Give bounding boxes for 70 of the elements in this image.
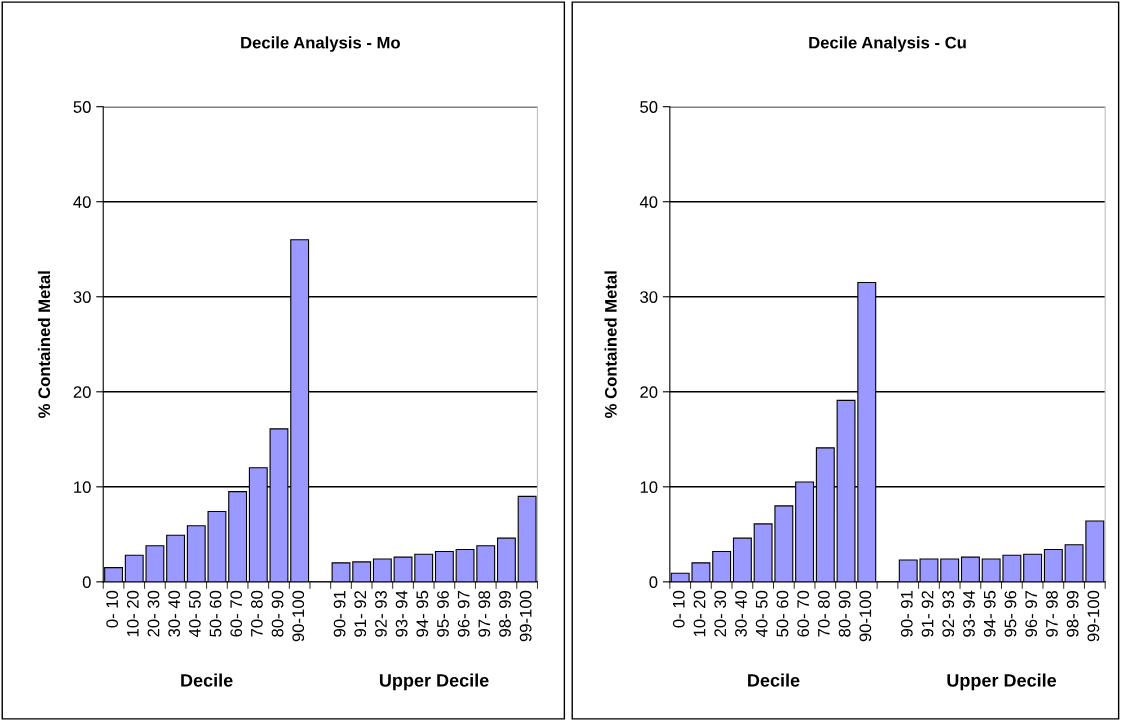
- x-tick-label: 90- 91: [333, 590, 346, 637]
- bar: [732, 537, 752, 582]
- y-tick-label: 0: [649, 576, 658, 589]
- chart-title: Decile Analysis - Cu: [809, 36, 966, 52]
- x-tick-label: 98- 99: [499, 590, 511, 637]
- x-tick-label: 99-100: [519, 590, 532, 642]
- x-tick-label: 20- 30: [147, 590, 160, 637]
- text: Upper Decile: [947, 673, 1057, 691]
- y-axis-title: % Contained Metal: [37, 271, 51, 418]
- x-tick-label: 50- 60: [776, 590, 789, 637]
- x-tick-label: 92- 93: [942, 590, 955, 637]
- x-tick-label: 40- 50: [755, 590, 768, 638]
- x-tick-label: 99-100: [1087, 590, 1100, 642]
- x-tick-label: 50- 60: [209, 590, 222, 637]
- text: Decile: [181, 673, 233, 687]
- x-tick-label: 90- 91: [900, 590, 913, 637]
- x-tick-label: 60- 70: [230, 590, 243, 637]
- x-tick-label: 94- 95: [416, 590, 429, 637]
- bar: [712, 550, 732, 582]
- x-tick-label: 95- 96: [1004, 590, 1017, 637]
- y-tick-label: 10: [74, 481, 91, 494]
- x-tick-label: 80- 90: [838, 590, 851, 637]
- x-tick-label: 20- 30: [714, 590, 727, 637]
- x-tick-label: 30- 40: [735, 590, 747, 637]
- x-tick-label: 90-100: [859, 590, 872, 642]
- y-tick-label: 40: [639, 196, 658, 208]
- bar: [517, 495, 537, 582]
- x-tick-label: 80- 90: [271, 590, 284, 637]
- y-tick-label: 10: [640, 481, 658, 494]
- y-tick-label: 20: [640, 386, 658, 398]
- x-tick-label: 10- 20: [693, 590, 706, 637]
- x-tick-label: 94- 95: [983, 590, 996, 637]
- x-tick-label: 91- 92: [921, 591, 934, 637]
- text: Upper Decile: [379, 673, 489, 691]
- x-tick-label: 70- 80: [817, 590, 830, 637]
- bar: [960, 556, 980, 582]
- y-tick-label: 40: [73, 196, 91, 208]
- text: Decile: [748, 673, 800, 687]
- x-tick-label: 93- 94: [963, 590, 975, 637]
- x-tick-label: 95- 96: [437, 590, 449, 637]
- x-tick-label: 30- 40: [168, 590, 181, 637]
- bar: [434, 550, 454, 582]
- chart-title: Decile Analysis - Mo: [241, 36, 400, 52]
- x-tick-label: 92- 93: [375, 590, 387, 637]
- x-tick-label: 0- 10: [672, 590, 685, 628]
- y-tick-label: 30: [73, 291, 91, 303]
- y-tick-label: 0: [82, 576, 91, 589]
- bar: [228, 491, 248, 582]
- y-axis-title: % Contained Metal: [604, 271, 617, 418]
- x-tick-label: 0- 10: [106, 590, 119, 628]
- y-tick-label: 30: [640, 291, 658, 303]
- x-tick-label: 90-100: [292, 590, 305, 642]
- x-tick-label: 91- 92: [354, 591, 367, 637]
- x-tick-label: 10- 20: [126, 590, 139, 637]
- y-tick-label: 50: [640, 101, 658, 113]
- bar: [496, 537, 516, 582]
- x-tick-label: 40- 50: [188, 590, 201, 638]
- x-tick-label: 97- 98: [1046, 590, 1058, 637]
- bar: [166, 534, 186, 582]
- x-tick-label: 96- 97: [457, 591, 470, 637]
- bar: [1043, 548, 1063, 582]
- x-tick-label: 70- 80: [250, 590, 263, 637]
- x-tick-label: 93- 94: [395, 590, 408, 637]
- y-tick-label: 20: [73, 386, 91, 398]
- x-tick-label: 60- 70: [797, 590, 810, 637]
- y-tick-label: 50: [73, 101, 91, 113]
- bar: [1023, 553, 1043, 582]
- x-tick-label: 97- 98: [478, 590, 491, 637]
- x-tick-label: 98- 99: [1066, 590, 1079, 637]
- x-tick-label: 96- 97: [1025, 591, 1038, 637]
